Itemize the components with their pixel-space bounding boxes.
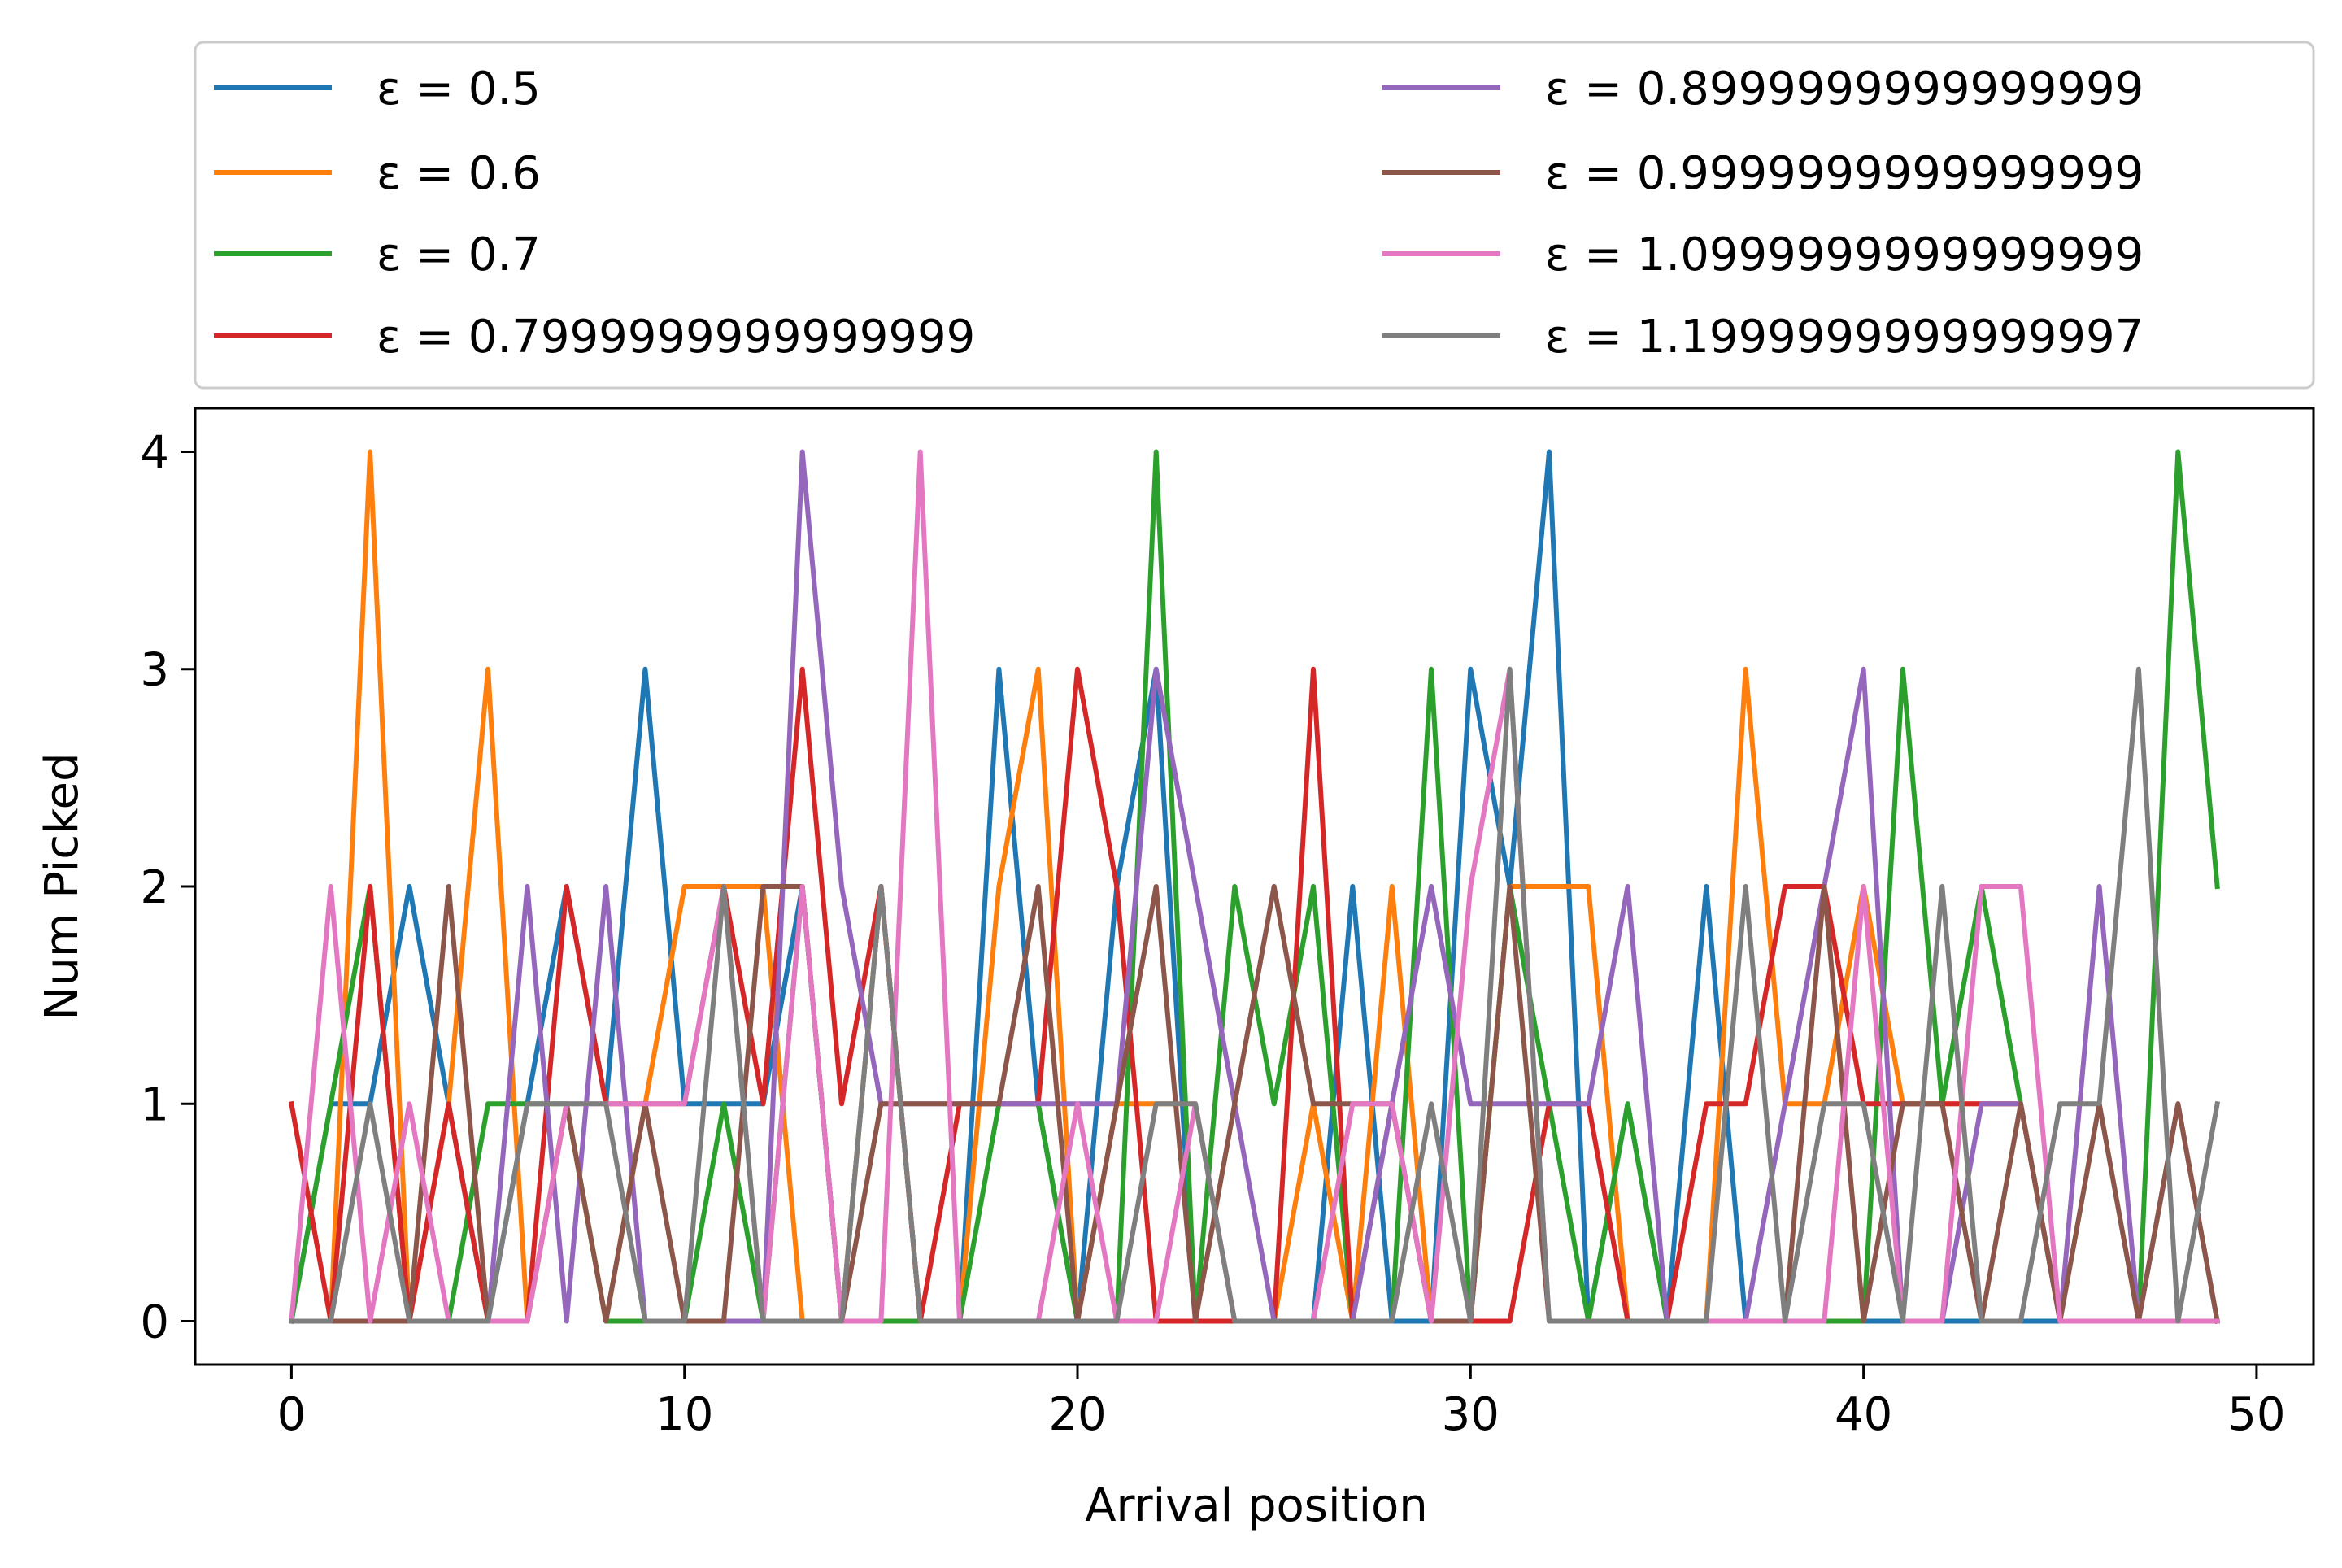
legend-label-1: ε = 0.5 [377,63,541,115]
y-tick-label: 1 [140,1078,169,1131]
x-tick-label: 20 [1048,1388,1106,1441]
y-tick-label: 0 [140,1296,169,1349]
legend-label-4: ε = 0.7999999999999999 [377,311,975,364]
x-tick-label: 10 [655,1388,713,1441]
y-tick-label: 2 [140,861,169,914]
x-tick-label: 30 [1442,1388,1500,1441]
legend-label-8: ε = 1.1999999999999997 [1545,311,2144,364]
legend-label-7: ε = 1.0999999999999999 [1545,229,2144,281]
legend-label-6: ε = 0.9999999999999999 [1545,147,2144,200]
series-line-5 [289,449,2221,1324]
legend-label-2: ε = 0.6 [377,147,541,200]
legend-label-5: ε = 0.8999999999999999 [1545,63,2144,115]
plot-area: 0 10 20 30 40 50 0 1 2 3 4 [140,407,2315,1441]
x-tick-label: 40 [1835,1388,1892,1441]
legend: ε = 0.5 ε = 0.6 ε = 0.7 ε = 0.7999999999999… [194,41,2315,390]
x-tick-label: 50 [2227,1388,2285,1441]
y-tick-label: 4 [140,426,169,479]
x-tick-label: 0 [277,1388,307,1441]
y-axis-label: Num Picked [36,752,89,1020]
x-axis-label: Arrival position [1085,1479,1428,1532]
legend-label-3: ε = 0.7 [377,229,541,281]
series-line-6 [289,884,2221,1324]
series-line-8 [289,666,2221,1324]
legend-box [194,41,2315,390]
y-tick-label: 3 [140,644,169,697]
